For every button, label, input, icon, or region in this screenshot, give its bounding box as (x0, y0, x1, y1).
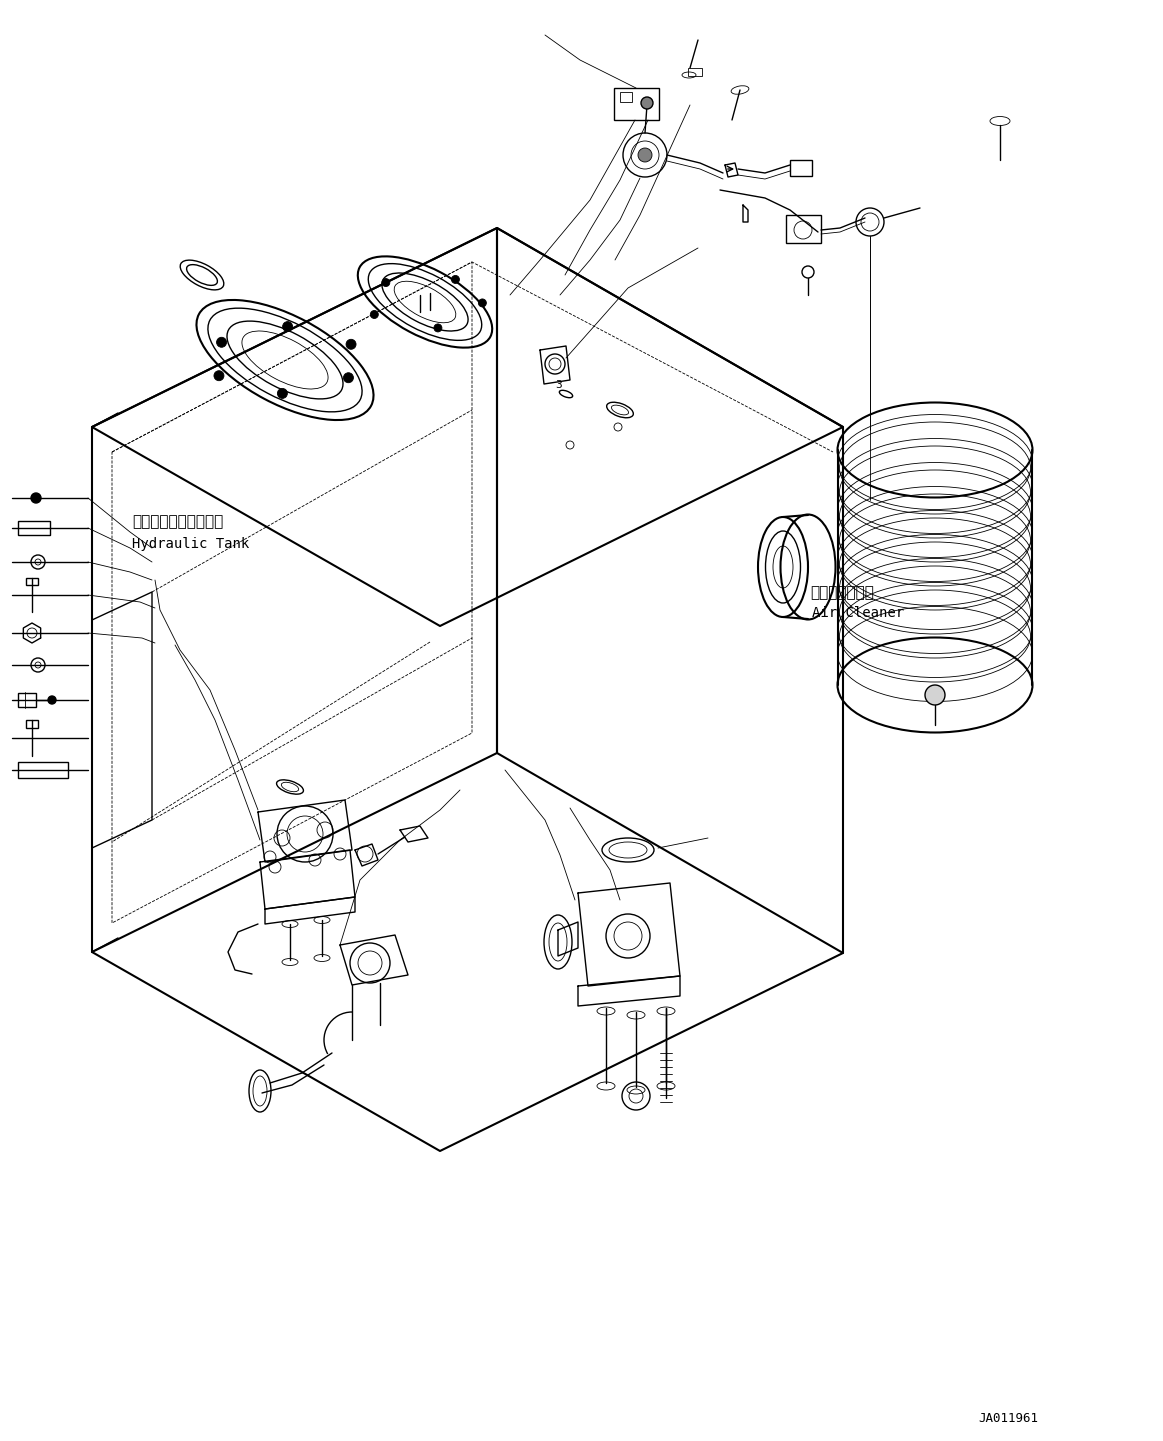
Circle shape (641, 97, 652, 110)
Circle shape (214, 370, 224, 380)
Bar (790, 160, 812, 176)
Bar (620, 92, 632, 102)
Bar (614, 88, 659, 120)
Bar (26, 578, 38, 585)
Circle shape (381, 278, 390, 287)
Text: ハイドロリックタンク: ハイドロリックタンク (131, 514, 223, 529)
Circle shape (451, 275, 459, 284)
Bar (17, 762, 67, 778)
Bar (688, 68, 702, 76)
Circle shape (216, 337, 227, 347)
Text: 3: 3 (555, 380, 562, 391)
Circle shape (925, 684, 946, 705)
Bar (17, 522, 50, 535)
Text: Hydraulic Tank: Hydraulic Tank (131, 537, 249, 550)
Circle shape (283, 321, 293, 331)
Bar (786, 215, 821, 244)
Circle shape (370, 310, 378, 318)
Circle shape (434, 324, 442, 331)
Bar (26, 720, 38, 728)
Circle shape (478, 298, 486, 307)
Text: JA011961: JA011961 (978, 1412, 1039, 1425)
Circle shape (278, 389, 287, 398)
Circle shape (343, 373, 354, 383)
Text: エアークリーナ: エアークリーナ (809, 585, 873, 601)
Bar (17, 693, 36, 708)
Circle shape (31, 493, 41, 503)
Circle shape (638, 148, 652, 161)
Text: Air Cleaner: Air Cleaner (812, 607, 904, 620)
Circle shape (347, 339, 356, 349)
Circle shape (48, 696, 56, 705)
